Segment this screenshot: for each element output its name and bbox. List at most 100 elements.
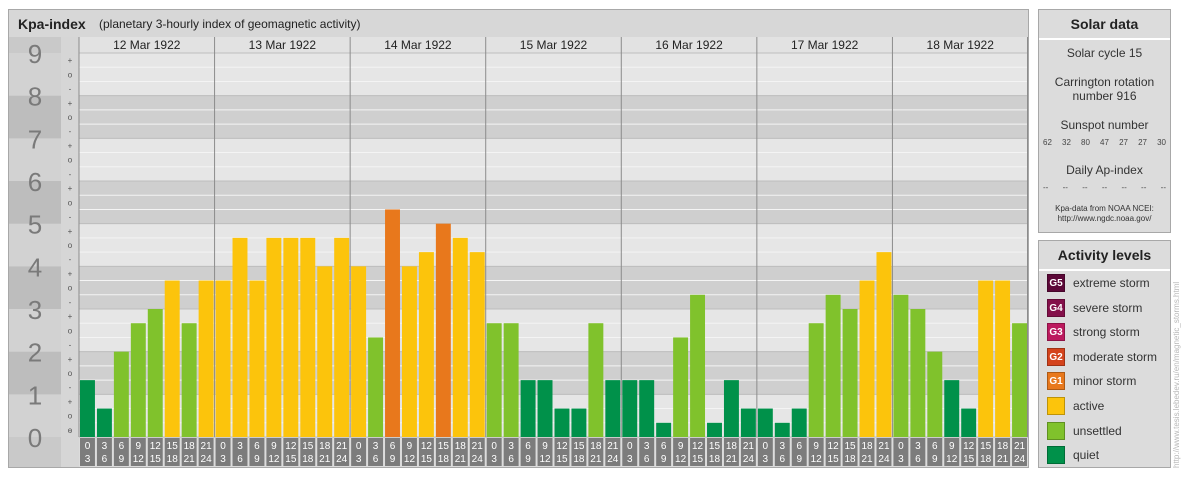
ap-value-2: -- xyxy=(1082,183,1088,192)
y-subtick-label: - xyxy=(69,383,72,392)
time-slot-cell xyxy=(266,438,282,466)
y-tick-label: 4 xyxy=(28,252,42,282)
y-tick-label: 6 xyxy=(28,167,42,197)
kp-bar xyxy=(622,380,638,437)
time-slot-start-label: 3 xyxy=(644,441,650,452)
sunspot-value-6: 30 xyxy=(1157,138,1166,147)
time-slot-start-label: 18 xyxy=(319,441,331,452)
kp-bar xyxy=(690,294,706,437)
kp-bar xyxy=(944,380,960,437)
kp-band xyxy=(79,181,1028,224)
kp-bar xyxy=(452,237,468,437)
time-slot-start-label: 0 xyxy=(627,441,633,452)
y-subtick-label: o xyxy=(68,113,73,122)
day-label: 12 Mar 1922 xyxy=(113,38,181,52)
kp-band xyxy=(79,53,1028,96)
time-slot-cell xyxy=(859,438,875,466)
time-slot-cell xyxy=(232,438,248,466)
time-slot-end-label: 21 xyxy=(590,454,602,465)
kp-bar xyxy=(80,380,95,437)
kp-bar xyxy=(486,323,502,437)
time-slot-start-label: 0 xyxy=(356,441,362,452)
time-slot-start-label: 21 xyxy=(336,441,348,452)
time-slot-start-label: 12 xyxy=(692,441,704,452)
time-slot-cell xyxy=(723,438,739,466)
time-slot-start-label: 9 xyxy=(949,441,955,452)
time-slot-end-label: 6 xyxy=(102,454,108,465)
y-tick-label: 2 xyxy=(28,338,42,368)
day-label: 15 Mar 1922 xyxy=(520,38,588,52)
time-slot-start-label: 15 xyxy=(709,441,721,452)
time-slot-end-label: 3 xyxy=(85,454,91,465)
time-slot-cell xyxy=(639,438,655,466)
time-slot-cell xyxy=(130,438,146,466)
time-slot-end-label: 3 xyxy=(898,454,904,465)
time-slot-end-label: 9 xyxy=(661,454,667,465)
kp-bar xyxy=(503,323,519,437)
time-slot-end-label: 3 xyxy=(491,454,497,465)
time-slot-end-label: 24 xyxy=(201,454,213,465)
time-slot-cell xyxy=(791,438,807,466)
watermark: http://www.tesis.lebedev.ru/en/magnetic_… xyxy=(1172,281,1181,468)
kp-bar xyxy=(876,252,892,437)
activity-level-label: minor storm xyxy=(1073,374,1137,389)
time-slot-cell xyxy=(571,438,587,466)
time-slot-start-label: 21 xyxy=(607,441,619,452)
y-subtick-label: + xyxy=(68,312,73,321)
time-slot-cell xyxy=(368,438,384,466)
time-slot-end-label: 12 xyxy=(811,454,823,465)
carrington-rotation-line1: Carrington rotation xyxy=(1054,75,1155,89)
daily-ap-title: Daily Ap-index xyxy=(1066,163,1143,177)
time-slot-end-label: 21 xyxy=(455,454,467,465)
ap-value-5: -- xyxy=(1141,183,1147,192)
kp-bar xyxy=(351,266,367,437)
y-band xyxy=(9,309,61,352)
y-band xyxy=(9,138,61,181)
time-slot-end-label: 18 xyxy=(302,454,314,465)
y-band xyxy=(9,181,61,224)
time-slot-cell xyxy=(300,438,316,466)
kp-bar xyxy=(605,380,621,437)
time-slot-end-label: 24 xyxy=(336,454,348,465)
kp-bar xyxy=(469,252,485,437)
time-slot-end-label: 3 xyxy=(763,454,769,465)
time-slot-end-label: 18 xyxy=(845,454,857,465)
time-slot-cell xyxy=(944,438,960,466)
y-subtick-label: - xyxy=(69,213,72,222)
y-subtick-column xyxy=(61,37,79,467)
time-slot-start-label: 3 xyxy=(237,441,243,452)
kp-bar xyxy=(96,408,112,437)
time-slot-start-label: 15 xyxy=(438,441,450,452)
y-subtick-label: - xyxy=(69,341,72,350)
time-slot-end-label: 24 xyxy=(607,454,619,465)
time-slot-cell xyxy=(181,438,197,466)
kp-bar xyxy=(401,266,417,437)
time-slot-end-label: 12 xyxy=(539,454,551,465)
kp-bar xyxy=(859,280,875,437)
y-subtick-label: + xyxy=(68,99,73,108)
chart-subtitle: (planetary 3-hourly index of geomagnetic… xyxy=(99,17,361,31)
y-band xyxy=(9,53,61,96)
kp-bar xyxy=(978,280,994,437)
activity-levels-title: Activity levels xyxy=(1039,241,1170,271)
time-slot-cell xyxy=(198,438,214,466)
time-slot-end-label: 6 xyxy=(508,454,514,465)
time-slot-start-label: 21 xyxy=(743,441,755,452)
time-slot-end-label: 24 xyxy=(878,454,890,465)
time-slot-cell xyxy=(385,438,400,466)
activity-level-swatch: G1 xyxy=(1047,372,1065,391)
y-subtick-label: - xyxy=(69,85,72,94)
activity-level-swatch: G5 xyxy=(1047,274,1065,292)
y-band xyxy=(9,394,61,437)
time-slot-end-label: 9 xyxy=(525,454,531,465)
time-slot-start-label: 21 xyxy=(1014,441,1026,452)
day-label: 16 Mar 1922 xyxy=(655,38,723,52)
time-slot-cell xyxy=(961,438,977,466)
sunspot-value-1: 32 xyxy=(1062,138,1071,147)
time-slot-end-label: 15 xyxy=(421,454,433,465)
time-slot-cell xyxy=(80,438,95,466)
ap-value-4: -- xyxy=(1121,183,1127,192)
time-slot-start-label: 9 xyxy=(813,441,819,452)
kp-bar xyxy=(656,422,672,437)
time-slot-start-label: 12 xyxy=(963,441,975,452)
